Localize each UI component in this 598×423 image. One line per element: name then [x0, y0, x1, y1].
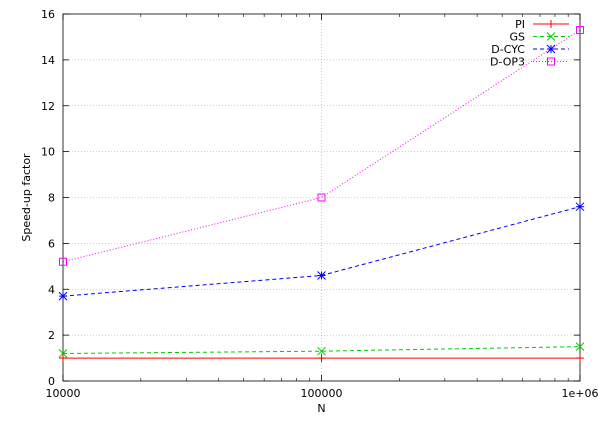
data-point [317, 271, 326, 280]
data-point [58, 349, 68, 358]
marker-stroke [547, 57, 555, 66]
plot-frame [62, 13, 581, 382]
marker-stroke [58, 291, 68, 301]
marker-stroke [59, 257, 67, 266]
grid-lines [63, 14, 580, 381]
y-tick-label: 0 [48, 375, 55, 388]
marker-stroke [317, 193, 326, 202]
y-axis-label: Speed-up factor [20, 153, 33, 242]
legend-label: PI [515, 18, 525, 31]
data-point [58, 291, 68, 301]
y-tick-label: 10 [41, 146, 55, 159]
data-point [547, 20, 555, 28]
data-point [576, 26, 584, 35]
data-point [546, 32, 556, 41]
x-tick-label: 1e+06 [562, 387, 598, 400]
marker-stroke [546, 44, 556, 54]
y-tick-label: 14 [41, 54, 55, 67]
data-point [575, 342, 585, 351]
data-point [59, 257, 67, 266]
y-tick-label: 6 [48, 237, 55, 250]
x-tick-label: 10000 [46, 387, 81, 400]
y-tick-label: 2 [48, 329, 55, 342]
data-point [317, 193, 326, 202]
legend-entry: PI [515, 18, 569, 31]
marker-stroke [317, 271, 326, 280]
series-line-d-op3 [62, 29, 581, 263]
legend-entry: D-OP3 [490, 56, 569, 69]
legend-label: D-OP3 [490, 56, 525, 69]
y-tick-label: 12 [41, 100, 55, 113]
data-point [546, 44, 556, 54]
data-point [576, 354, 584, 363]
data-point [317, 346, 326, 356]
data-point [547, 57, 555, 66]
series-layer [58, 26, 585, 363]
marker-stroke [546, 32, 556, 41]
series-line-gs [62, 346, 581, 354]
marker-stroke [317, 346, 326, 356]
marker-stroke [576, 26, 584, 35]
x-axis-label: N [317, 402, 325, 415]
y-tick-label: 16 [41, 8, 55, 21]
data-point [59, 354, 67, 363]
y-tick-label: 8 [48, 192, 55, 205]
data-point [575, 202, 585, 212]
y-tick-label: 4 [48, 283, 55, 296]
legend-label: D-CYC [491, 43, 525, 56]
marker-stroke [58, 349, 68, 358]
marker-stroke [575, 202, 585, 212]
legend-entry: GS [509, 31, 569, 44]
legend-label: GS [509, 31, 525, 44]
data-point [317, 354, 326, 363]
x-tick-label: 100000 [301, 387, 343, 400]
axes: 0 2 4 6 8 10 12 14 16 10000 100000 1e+06 [41, 8, 598, 400]
marker-stroke [575, 342, 585, 351]
legend-entry: D-CYC [491, 43, 569, 56]
